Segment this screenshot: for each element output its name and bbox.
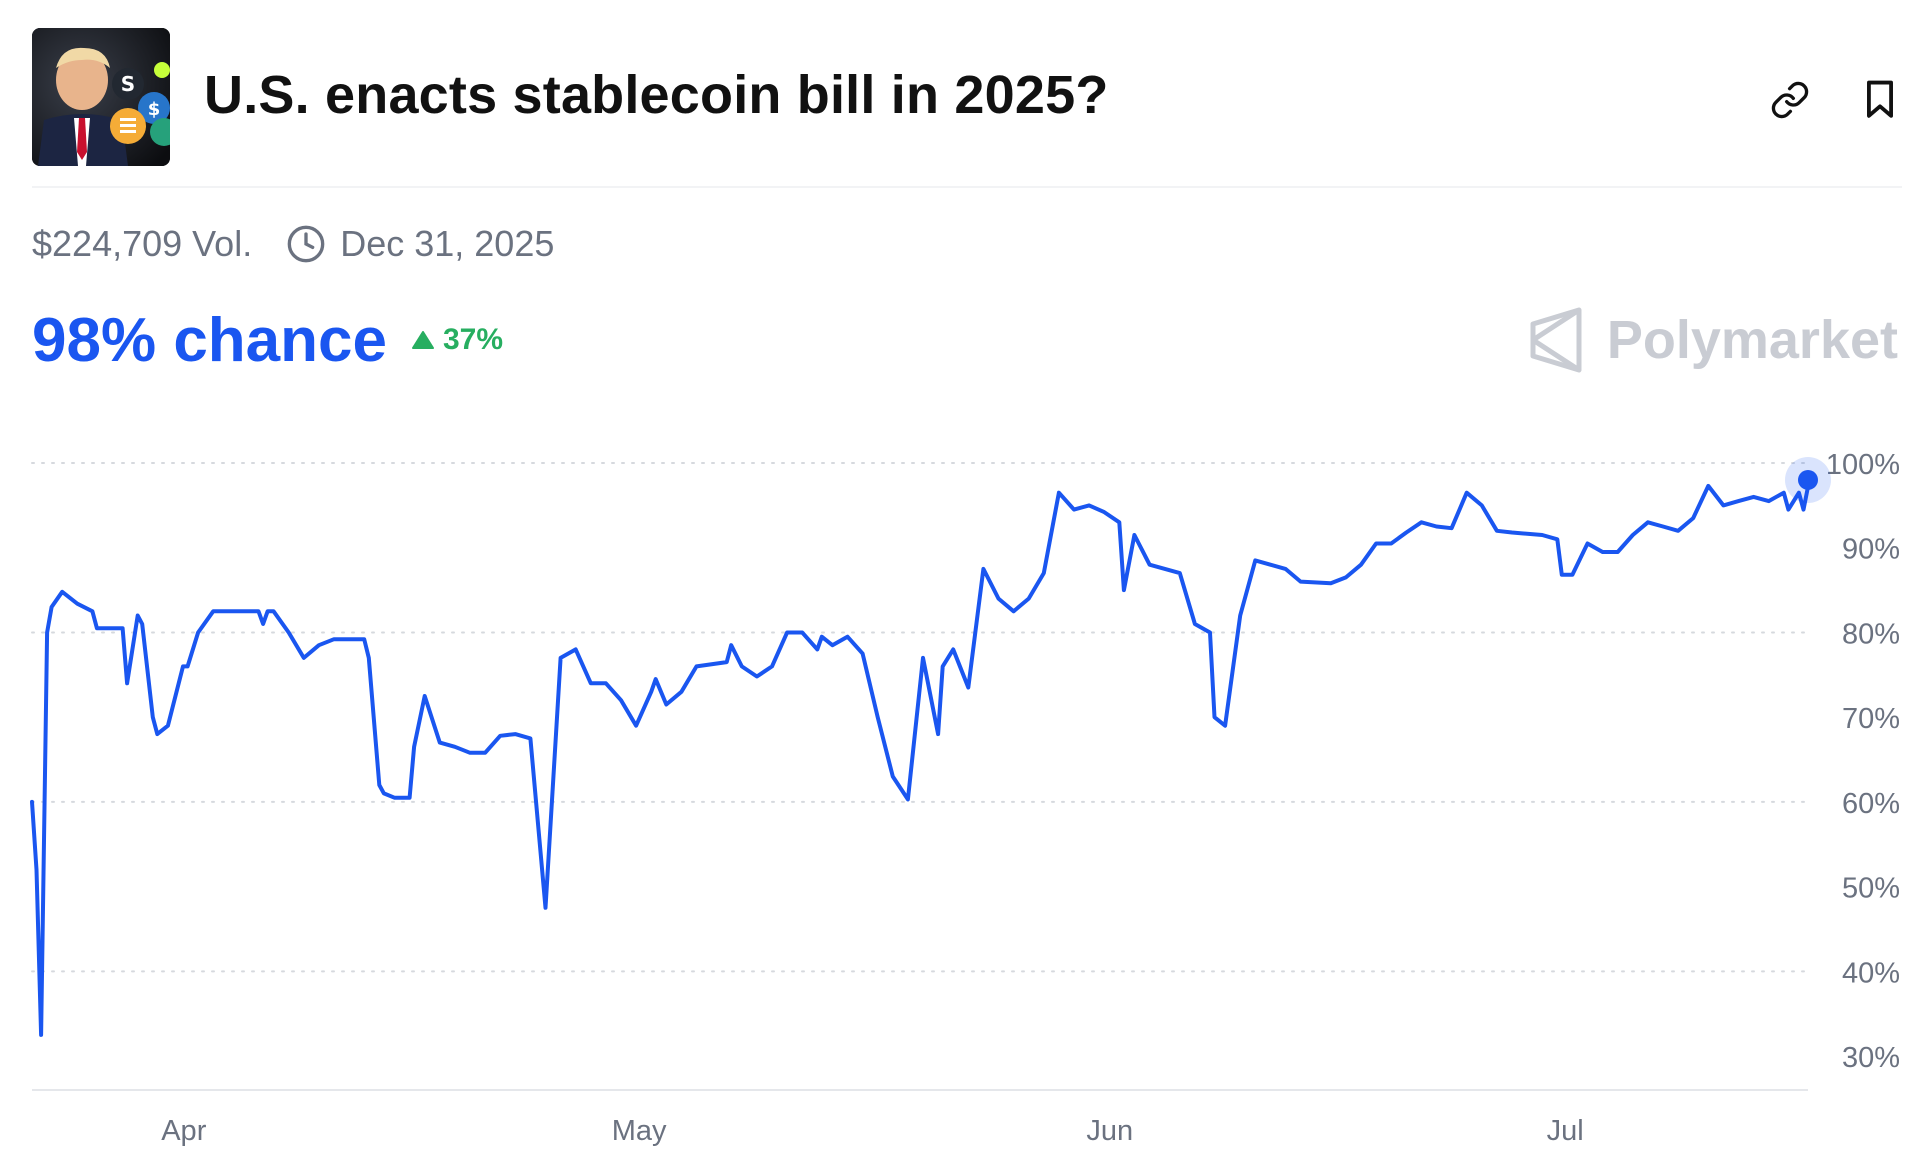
y-tick-label: 80% [1842, 618, 1900, 650]
x-tick-label: May [612, 1115, 667, 1147]
y-tick-label: 30% [1842, 1042, 1900, 1074]
y-tick-label: 40% [1842, 957, 1900, 989]
volume-label: $224,709 Vol. [32, 223, 253, 264]
current-point [1798, 469, 1818, 490]
chance-summary: 98% chance 37% [32, 300, 503, 380]
chance-value: 98% chance [32, 305, 387, 375]
header-divider [32, 186, 1902, 188]
copy-link-button[interactable] [1762, 72, 1818, 128]
y-tick-label: 90% [1842, 534, 1900, 566]
brand-name: Polymarket [1606, 310, 1898, 370]
end-date: Dec 31, 2025 [340, 223, 555, 264]
y-tick-label: 60% [1842, 788, 1900, 820]
svg-text:S: S [121, 72, 135, 96]
polymarket-watermark: Polymarket [1527, 300, 1898, 380]
clock-icon [286, 224, 326, 264]
change-value: 37% [443, 323, 504, 356]
x-tick-label: Apr [161, 1115, 206, 1147]
y-tick-label: 70% [1842, 703, 1900, 735]
link-icon [1771, 81, 1809, 119]
x-tick-label: Jun [1086, 1115, 1133, 1147]
triangle-up-icon [412, 331, 434, 349]
y-tick-label: 50% [1842, 873, 1900, 905]
market-meta: $224,709 Vol. Dec 31, 2025 [32, 220, 554, 268]
bookmark-icon [1867, 80, 1893, 118]
x-tick-label: Jul [1547, 1115, 1584, 1147]
polymarket-logo-icon [1530, 307, 1582, 373]
market-thumbnail[interactable]: S $ [32, 28, 170, 166]
change-badge: 37% [411, 323, 503, 357]
market-title: U.S. enacts stablecoin bill in 2025? [204, 65, 1109, 125]
y-tick-label: 100% [1826, 449, 1900, 481]
svg-text:$: $ [148, 99, 161, 120]
bookmark-button[interactable] [1852, 72, 1908, 128]
market-header: S $ U.S. enacts stablecoin bill in 2025? [32, 28, 1902, 166]
series-line [30, 483, 1810, 1037]
